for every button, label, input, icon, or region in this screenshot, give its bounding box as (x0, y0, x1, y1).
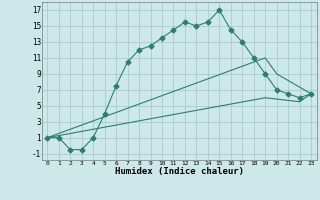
X-axis label: Humidex (Indice chaleur): Humidex (Indice chaleur) (115, 167, 244, 176)
